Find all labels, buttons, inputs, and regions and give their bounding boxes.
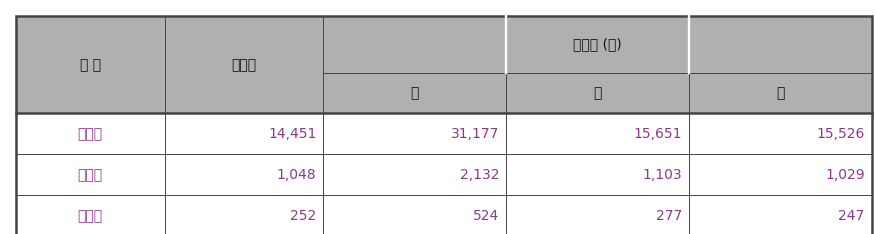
Text: 구 분: 구 분	[80, 58, 101, 72]
Bar	[689, 73, 872, 113]
Text: 15,526: 15,526	[816, 127, 865, 141]
Text: 세대수: 세대수	[231, 58, 257, 72]
Text: 31,177: 31,177	[451, 127, 499, 141]
Bar	[323, 154, 506, 195]
Text: 단양군: 단양군	[78, 127, 102, 141]
Bar	[323, 113, 506, 154]
Text: 1,103: 1,103	[642, 168, 682, 182]
Bar	[16, 113, 165, 154]
Bar	[689, 113, 872, 154]
Bar	[165, 154, 323, 195]
Text: 인구수 (명): 인구수 (명)	[573, 37, 622, 51]
Bar	[506, 195, 689, 234]
Bar	[689, 154, 872, 195]
Bar	[165, 16, 323, 113]
Text: 2,132: 2,132	[460, 168, 499, 182]
Text: 15,651: 15,651	[633, 127, 682, 141]
Text: 1,048: 1,048	[277, 168, 316, 182]
Text: 여: 여	[776, 86, 784, 100]
Bar	[689, 195, 872, 234]
Text: 가곡면: 가곡면	[78, 168, 102, 182]
Text: 14,451: 14,451	[268, 127, 316, 141]
Text: 524: 524	[473, 209, 499, 223]
Text: 남: 남	[593, 86, 602, 100]
Bar	[323, 195, 506, 234]
Bar	[506, 113, 689, 154]
Text: 계: 계	[411, 86, 419, 100]
Bar	[165, 113, 323, 154]
Bar	[16, 16, 165, 113]
Bar	[16, 195, 165, 234]
Bar	[165, 195, 323, 234]
Text: 252: 252	[290, 209, 316, 223]
Bar	[323, 73, 506, 113]
Bar	[506, 154, 689, 195]
Text: 277: 277	[655, 209, 682, 223]
Text: 247: 247	[838, 209, 865, 223]
Bar	[323, 16, 872, 73]
Text: 1,029: 1,029	[825, 168, 865, 182]
Text: 사평리: 사평리	[78, 209, 102, 223]
Bar	[506, 73, 689, 113]
Bar	[16, 154, 165, 195]
